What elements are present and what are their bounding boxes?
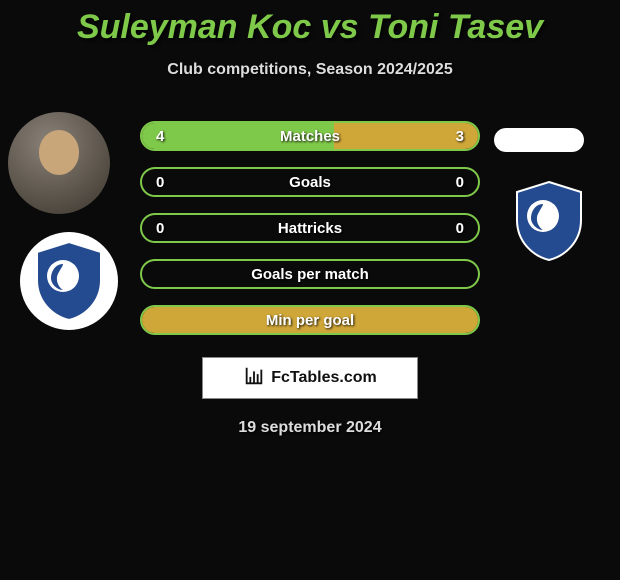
shield-icon [513, 180, 585, 262]
player-right-flag [494, 128, 584, 152]
stats-table: 4 Matches 3 0 Goals 0 0 Hattricks 0 Goal… [140, 121, 480, 335]
stat-label: Matches [280, 128, 340, 145]
stat-row-min-per-goal: Min per goal [140, 305, 480, 335]
stat-label: Hattricks [278, 220, 342, 237]
stat-left-value: 0 [156, 220, 164, 237]
brand-box[interactable]: FcTables.com [202, 357, 418, 399]
stat-left-value: 0 [156, 174, 164, 191]
stat-row-hattricks: 0 Hattricks 0 [140, 213, 480, 243]
stat-right-value: 0 [456, 174, 464, 191]
brand-label: FcTables.com [271, 369, 377, 387]
stat-label: Min per goal [266, 312, 354, 329]
player-right-club-logo [498, 170, 600, 272]
stat-row-matches: 4 Matches 3 [140, 121, 480, 151]
stat-label: Goals per match [251, 266, 369, 283]
chart-icon [243, 365, 265, 392]
stat-row-goals: 0 Goals 0 [140, 167, 480, 197]
subtitle: Club competitions, Season 2024/2025 [0, 61, 620, 79]
shield-icon [33, 240, 105, 322]
stat-left-value: 4 [156, 128, 164, 145]
player-left-club-logo [20, 232, 118, 330]
stat-right-value: 3 [456, 128, 464, 145]
stat-right-value: 0 [456, 220, 464, 237]
player-left-avatar [8, 112, 110, 214]
date-line: 19 september 2024 [0, 419, 620, 437]
stat-row-goals-per-match: Goals per match [140, 259, 480, 289]
stat-label: Goals [289, 174, 331, 191]
page-title: Suleyman Koc vs Toni Tasev [0, 0, 620, 47]
